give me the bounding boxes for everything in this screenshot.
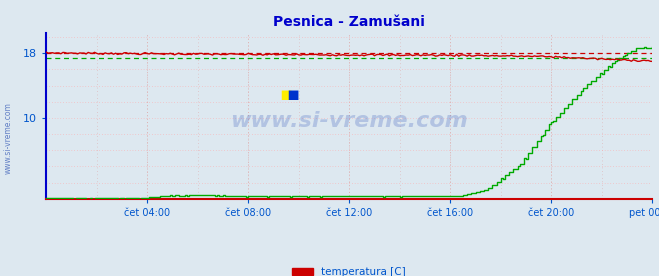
Text: ▪: ▪ <box>286 85 299 104</box>
Text: ▪: ▪ <box>279 85 292 104</box>
Text: www.si-vreme.com: www.si-vreme.com <box>231 111 468 131</box>
Title: Pesnica - Zamušani: Pesnica - Zamušani <box>273 15 425 29</box>
Legend: temperatura [C], pretok [m3/s]: temperatura [C], pretok [m3/s] <box>288 263 411 276</box>
Text: www.si-vreme.com: www.si-vreme.com <box>4 102 13 174</box>
